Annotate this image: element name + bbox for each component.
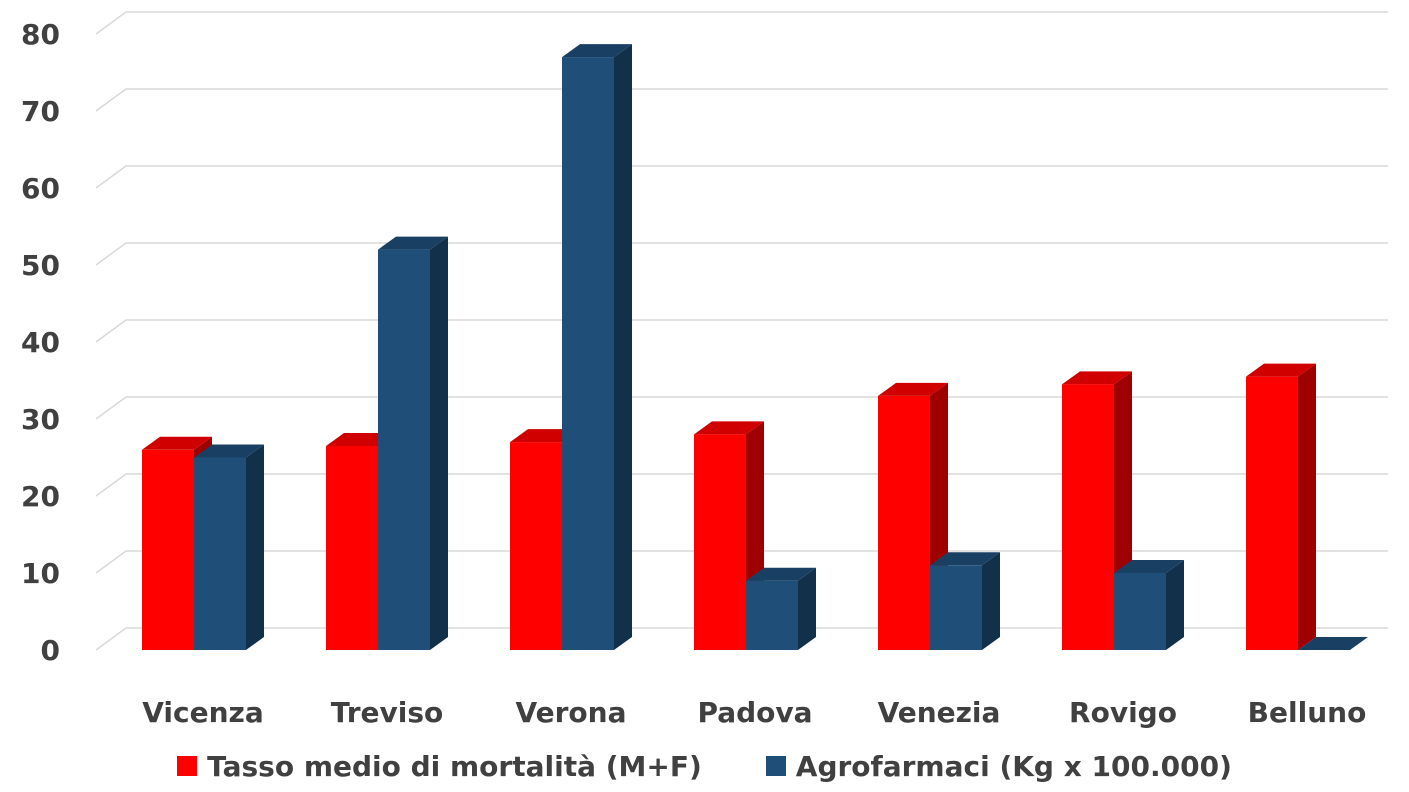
- bar-side-face: [1166, 560, 1184, 650]
- y-tick-label: 0: [41, 634, 60, 667]
- bar-front-face: [694, 434, 746, 650]
- legend: Tasso medio di mortalità (M+F) Agrofarma…: [0, 746, 1409, 786]
- x-category-label: Vicenza: [142, 696, 264, 729]
- x-axis-categories: Vicenza Treviso Verona Padova Venezia Rovigo B…: [142, 696, 1366, 729]
- bar-pesticides: [746, 567, 816, 650]
- x-category-label: Rovigo: [1069, 696, 1177, 729]
- bar-top-face: [1114, 560, 1184, 573]
- y-tick-label: 30: [21, 403, 60, 436]
- gridline: [95, 242, 1388, 266]
- legend-item-mortality: Tasso medio di mortalità (M+F): [177, 750, 702, 783]
- bar-pesticides: [194, 444, 264, 650]
- bar-top-face: [1062, 371, 1132, 385]
- y-tick-label: 10: [21, 557, 60, 590]
- x-category-label: Verona: [515, 696, 626, 729]
- gridline: [95, 473, 1388, 497]
- y-tick-label: 20: [21, 480, 60, 513]
- x-category-label: Belluno: [1248, 696, 1367, 729]
- bar-mortality: [694, 421, 764, 650]
- bar-pesticides: [1298, 637, 1368, 650]
- gridline: [95, 11, 1388, 35]
- y-tick-label: 50: [21, 249, 60, 282]
- bar-pesticides: [1114, 560, 1184, 650]
- bar-top-face: [194, 444, 264, 458]
- legend-item-pesticides: Agrofarmaci (Kg x 100.000): [765, 749, 1232, 783]
- bar-front-face: [510, 442, 562, 650]
- legend-label-pesticides: Agrofarmaci (Kg x 100.000): [795, 749, 1232, 783]
- gridline: [95, 88, 1388, 112]
- x-category-label: Venezia: [878, 696, 1001, 729]
- bar-top-face: [142, 436, 212, 450]
- gridline: [95, 319, 1388, 343]
- bar-pesticides: [562, 44, 632, 651]
- legend-swatch-mortality: [177, 756, 198, 776]
- bar-front-face: [326, 445, 378, 650]
- y-tick-label: 70: [21, 95, 60, 128]
- bar-front-face: [1246, 376, 1298, 650]
- bar-top-face: [1246, 363, 1316, 377]
- bars: [142, 44, 1368, 651]
- bar-top-face: [1298, 637, 1368, 650]
- bar-front-face: [194, 457, 246, 650]
- bar-top-face: [746, 567, 816, 581]
- x-category-label: Treviso: [331, 696, 444, 729]
- gridline: [95, 165, 1388, 189]
- bar-front-face: [878, 395, 930, 650]
- bar-top-face: [378, 236, 448, 250]
- bar-top-face: [694, 421, 764, 435]
- bar-front-face: [562, 57, 614, 651]
- gridlines: [95, 11, 1388, 651]
- bar-side-face: [246, 444, 264, 650]
- legend-label-mortality: Tasso medio di mortalità (M+F): [207, 749, 702, 783]
- bar-mortality: [1246, 363, 1316, 650]
- y-tick-label: 80: [21, 18, 60, 51]
- bar-front-face: [1114, 573, 1166, 650]
- bar-top-face: [562, 44, 632, 58]
- bar-front-face: [1062, 384, 1114, 650]
- gridline: [95, 396, 1388, 420]
- bar-side-face: [1298, 363, 1316, 650]
- bar-pesticides: [378, 236, 448, 650]
- y-tick-label: 40: [21, 326, 60, 359]
- bar-front-face: [378, 249, 430, 650]
- legend-swatch-pesticides: [765, 756, 786, 776]
- bar-side-face: [798, 567, 816, 650]
- bar-front-face: [746, 580, 798, 650]
- x-category-label: Padova: [697, 696, 812, 729]
- y-tick-label: 60: [21, 172, 60, 205]
- bar-side-face: [614, 44, 632, 651]
- y-axis-ticks: 0 10 20 30 40 50 60 70 80: [21, 18, 60, 667]
- gridline: [95, 550, 1388, 574]
- bar-front-face: [930, 565, 982, 650]
- bar-top-face: [878, 382, 948, 396]
- bar-pesticides: [930, 552, 1000, 650]
- bar-side-face: [982, 552, 1000, 650]
- bar-front-face: [142, 449, 194, 650]
- bar-side-face: [430, 236, 448, 650]
- bar-top-face: [930, 552, 1000, 566]
